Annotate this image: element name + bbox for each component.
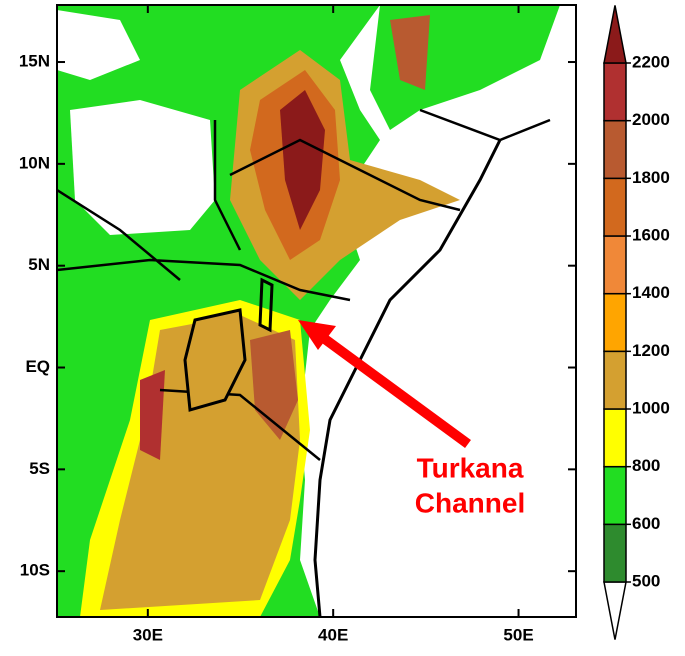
colorbar-box — [603, 177, 627, 237]
colorbar-end — [603, 5, 627, 64]
colorbar-label: 1000 — [632, 398, 670, 417]
colorbar-box — [603, 235, 627, 295]
y-tick-label: 10S — [20, 561, 50, 580]
colorbar-box — [603, 523, 627, 583]
colorbar-label: 1800 — [632, 168, 670, 187]
colorbar-label: 1600 — [632, 225, 670, 244]
y-tick-label: 5S — [29, 459, 50, 478]
y-tick-label: 5N — [28, 255, 50, 274]
colorbar-label: 500 — [632, 571, 660, 590]
colorbar-label: 800 — [632, 456, 660, 475]
annotation: Turkana Channel — [298, 320, 525, 518]
y-tick-label: 15N — [19, 52, 50, 71]
terrain — [57, 5, 576, 617]
colorbar-label: 1200 — [632, 341, 670, 360]
annotation-text: Turkana — [417, 452, 524, 483]
x-tick-label: 30E — [133, 625, 163, 644]
colorbar-box — [603, 62, 627, 122]
x-tick-label: 50E — [503, 625, 533, 644]
colorbar-label: 1400 — [632, 283, 670, 302]
colorbar-label: 2000 — [632, 110, 670, 129]
axes: 30E 40E 50E 10S 5S EQ 5N 10N 15N — [19, 5, 576, 644]
colorbar-label: 2200 — [632, 52, 670, 71]
annotation-text: Channel — [415, 487, 525, 518]
x-tick-label: 40E — [318, 625, 348, 644]
y-tick-label: 10N — [19, 153, 50, 172]
colorbar-end — [603, 581, 627, 640]
arrow-shaft — [315, 329, 471, 449]
y-tick-label: EQ — [25, 357, 50, 376]
colorbar-box — [603, 408, 627, 468]
colorbar: 500 600 800 1000 1200 1400 1600 1800 2000 2200 — [603, 5, 670, 640]
colorbar-label: 600 — [632, 514, 660, 533]
colorbar-box — [603, 119, 627, 180]
colorbar-box — [603, 465, 627, 526]
map-frame — [56, 4, 577, 618]
colorbar-box — [603, 350, 627, 410]
arrow-head — [298, 320, 336, 350]
colorbar-box — [603, 292, 627, 353]
